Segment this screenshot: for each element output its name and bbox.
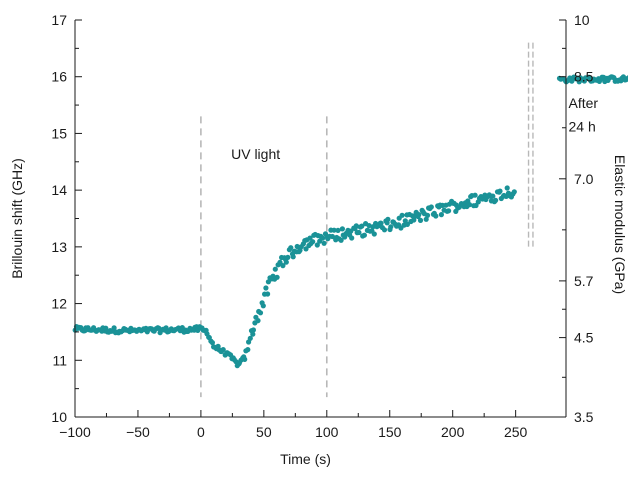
data-point — [399, 212, 405, 218]
data-point — [303, 246, 309, 252]
data-point — [388, 224, 394, 230]
x-tick-label: 150 — [378, 424, 402, 440]
y-tick-label: 14 — [51, 182, 67, 198]
annotation-2: 24 h — [569, 119, 596, 135]
y2-tick-label: 4.5 — [574, 330, 594, 346]
data-point — [209, 340, 215, 346]
data-point — [411, 217, 417, 223]
x-axis-title: Time (s) — [280, 451, 331, 467]
data-point — [314, 242, 320, 248]
data-point — [417, 217, 424, 223]
x-tick-label: −50 — [126, 424, 150, 440]
data-point — [294, 243, 300, 250]
data-point — [274, 274, 280, 280]
data-point — [493, 197, 499, 203]
data-point — [504, 185, 510, 191]
data-point — [245, 347, 251, 353]
data-point — [307, 235, 313, 241]
data-point — [378, 220, 384, 226]
data-point — [511, 189, 517, 195]
data-point — [329, 233, 335, 240]
annotations: UV light After 24 h — [231, 95, 598, 162]
data-point — [497, 188, 503, 194]
x-tick-label: −100 — [59, 424, 91, 440]
y-tick-label: 17 — [51, 12, 67, 28]
data-point — [331, 227, 337, 233]
y-tick-label: 15 — [51, 125, 67, 141]
y-tick-label: 10 — [51, 409, 67, 425]
tick-labels: −100 −50 0 50 100 150 200 250 10 11 12 13 14 15 16 17 10… — [9, 12, 628, 467]
data-point — [339, 226, 345, 232]
data-point — [472, 192, 478, 198]
y2-tick-label: 3.5 — [574, 409, 594, 425]
y2-tick-label: 8.5 — [574, 69, 594, 85]
data-point — [290, 254, 296, 260]
data-point — [371, 231, 377, 237]
data-point — [242, 356, 248, 362]
data-point — [385, 216, 391, 222]
guide-lines — [200, 42, 534, 398]
data-point — [250, 327, 256, 333]
data-point — [356, 229, 362, 236]
data-point — [250, 331, 256, 337]
data-point — [260, 303, 266, 309]
data-point — [265, 291, 271, 297]
y-tick-label: 16 — [51, 69, 67, 85]
x-tick-label: 200 — [441, 424, 465, 440]
data-point — [263, 285, 269, 291]
y-axis-title: Brillouin shift (GHz) — [9, 158, 25, 279]
data-point — [257, 310, 264, 316]
data-point — [255, 318, 261, 324]
x-tick-label: 50 — [256, 424, 272, 440]
data-points — [72, 74, 628, 369]
data-point — [283, 259, 289, 265]
data-point — [288, 245, 294, 251]
y2-tick-label: 7.0 — [574, 171, 594, 187]
data-point — [446, 208, 452, 214]
data-point — [381, 227, 388, 233]
y2-tick-label: 10 — [574, 12, 590, 28]
data-point — [361, 232, 367, 238]
data-point — [335, 227, 341, 233]
data-point — [272, 266, 278, 272]
data-point — [220, 347, 226, 353]
y2-tick-label: 5.7 — [574, 273, 594, 289]
data-point — [359, 223, 365, 229]
data-point — [321, 240, 327, 246]
data-point — [353, 223, 359, 229]
data-point — [349, 235, 355, 241]
data-point — [285, 254, 291, 260]
axes — [74, 19, 567, 418]
data-point — [366, 223, 372, 229]
data-point — [247, 335, 253, 341]
data-point — [423, 216, 429, 222]
data-point — [416, 212, 422, 218]
y-tick-label: 11 — [52, 352, 67, 368]
y-tick-label: 12 — [51, 296, 67, 312]
data-point — [111, 325, 117, 331]
data-point — [404, 221, 410, 227]
data-point — [320, 235, 326, 241]
y-tick-label: 13 — [51, 239, 67, 255]
data-point — [338, 237, 344, 243]
data-point — [424, 212, 431, 218]
data-point — [280, 263, 286, 269]
data-point — [490, 193, 496, 199]
data-point — [433, 213, 439, 219]
y2-axis-title: Elastic modulus (GPa) — [612, 155, 628, 294]
x-tick-label: 0 — [197, 424, 205, 440]
x-tick-label: 250 — [504, 424, 528, 440]
data-point — [163, 325, 169, 331]
annotation-0: UV light — [231, 146, 280, 162]
x-tick-label: 100 — [315, 424, 339, 440]
data-point — [310, 239, 316, 245]
data-point — [428, 204, 434, 210]
annotation-1: After — [569, 95, 599, 111]
data-point — [438, 212, 444, 218]
data-point — [466, 202, 473, 208]
